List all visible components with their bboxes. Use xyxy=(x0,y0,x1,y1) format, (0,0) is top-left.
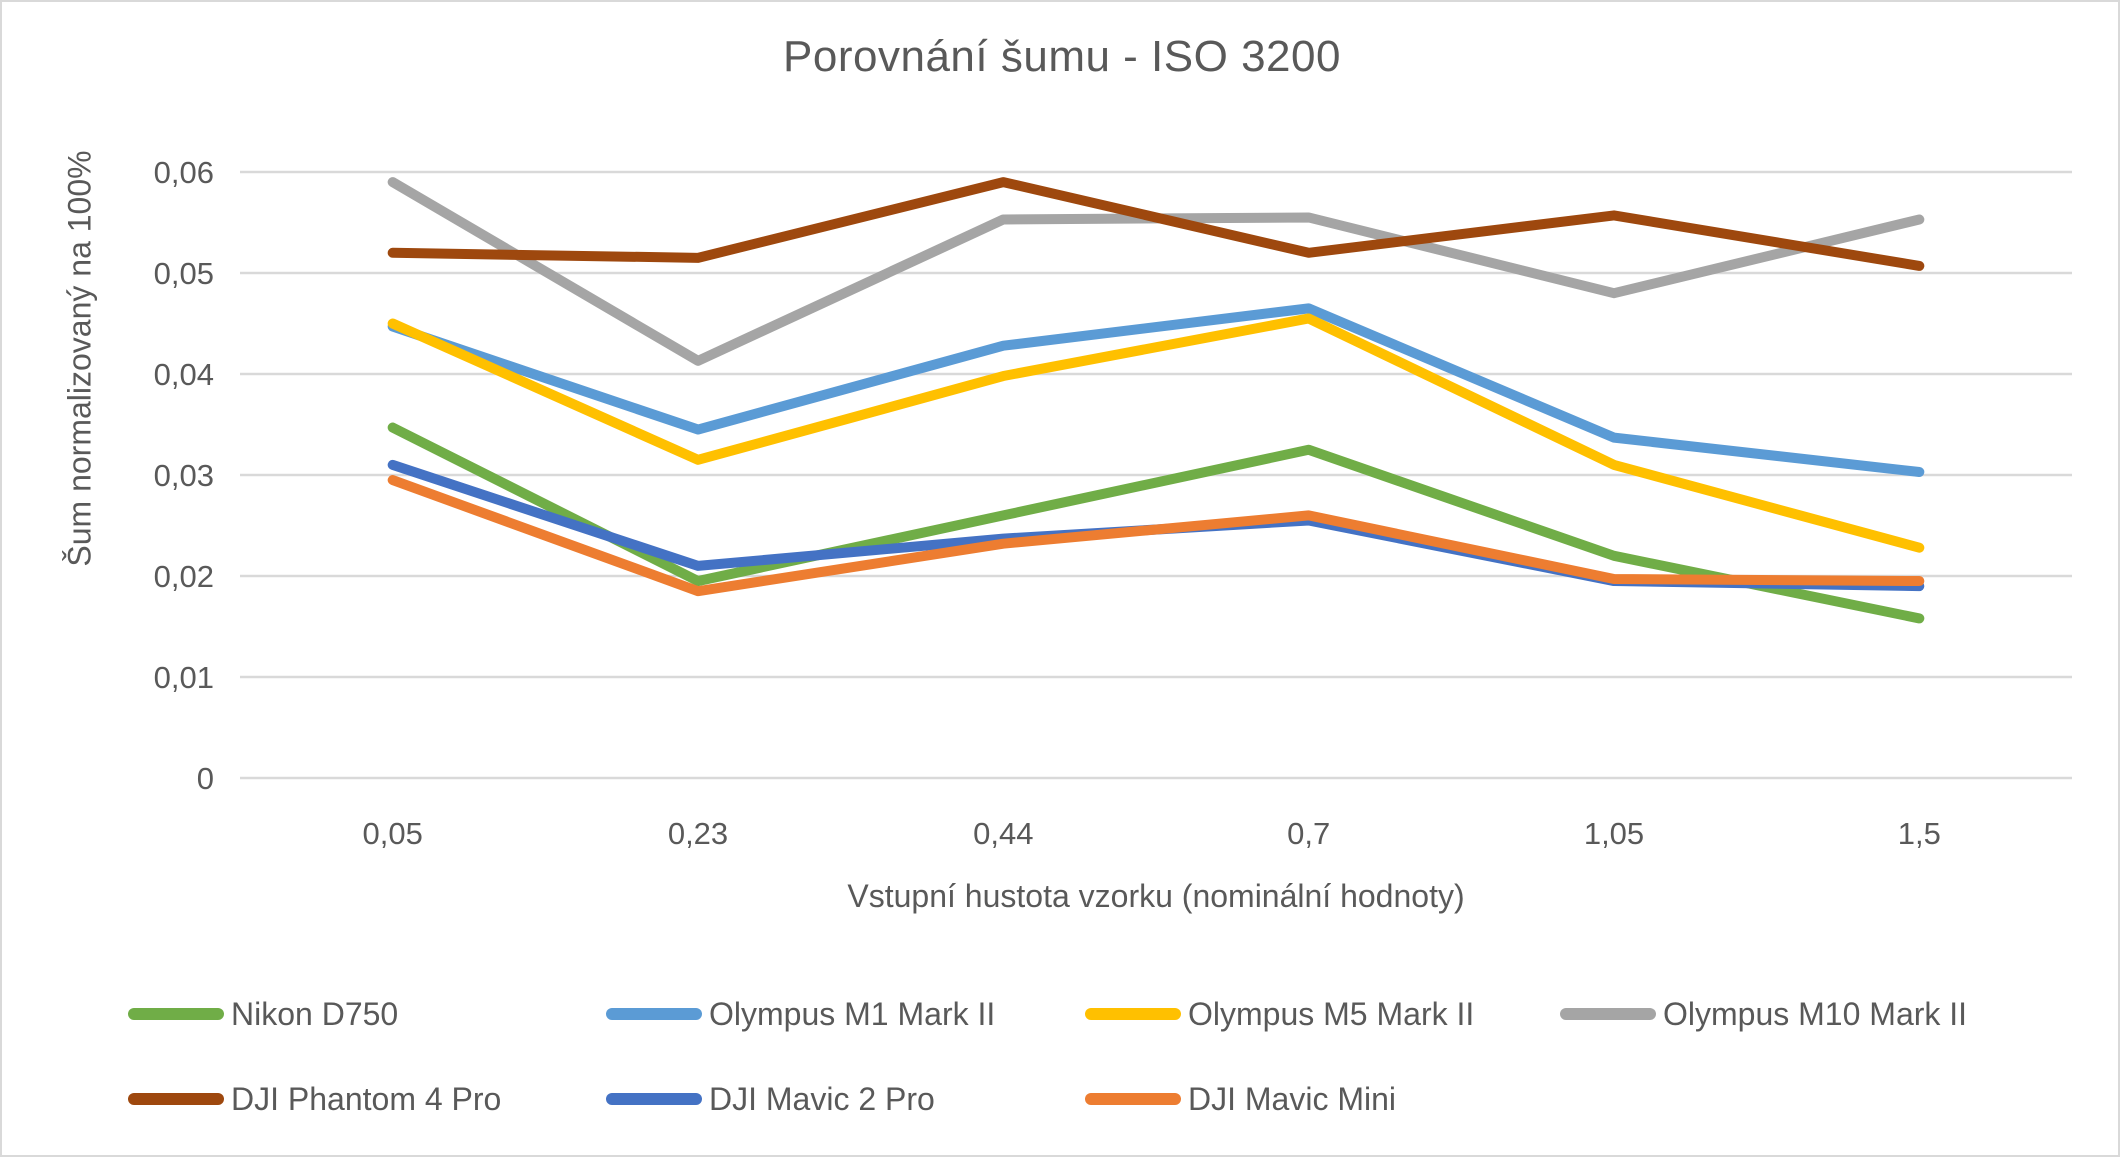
series-line xyxy=(387,475,1925,597)
x-tick-label: 1,5 xyxy=(1898,816,1941,851)
legend-swatch xyxy=(1085,1093,1181,1105)
legend-label: Olympus M1 Mark II xyxy=(709,995,996,1032)
legend-label: Olympus M10 Mark II xyxy=(1663,995,1968,1032)
legend-item: Olympus M1 Mark II xyxy=(606,992,995,1036)
legend-swatch xyxy=(1560,1008,1656,1020)
series-line xyxy=(387,177,1925,271)
legend-swatch xyxy=(606,1093,702,1105)
legend-item: Olympus M5 Mark II xyxy=(1085,992,1474,1036)
y-tick-label: 0,03 xyxy=(154,458,214,493)
legend-item: Olympus M10 Mark II xyxy=(1560,992,1967,1036)
legend-item: DJI Mavic Mini xyxy=(1085,1077,1396,1121)
legend-item: DJI Phantom 4 Pro xyxy=(128,1077,501,1121)
legend-label: DJI Mavic 2 Pro xyxy=(709,1080,935,1117)
chart-title: Porovnání šumu - ISO 3200 xyxy=(783,32,1341,81)
legend-label: DJI Phantom 4 Pro xyxy=(231,1080,502,1117)
y-tick-label: 0,06 xyxy=(154,155,214,190)
x-tick-label: 0,23 xyxy=(668,816,728,851)
series-line xyxy=(387,422,1925,624)
x-tick-label: 0,7 xyxy=(1287,816,1330,851)
legend-label: DJI Mavic Mini xyxy=(1188,1080,1397,1117)
series-line xyxy=(387,303,1925,477)
legend-swatch xyxy=(128,1008,224,1020)
y-tick-label: 0 xyxy=(197,761,214,796)
legend-label: Nikon D750 xyxy=(231,995,399,1032)
plot-area: 0 0,01 0,02 0,03 0,04 0,05 0,06 0,05 0,23 0,44 0,7… xyxy=(154,155,2072,851)
x-tick-label: 0,44 xyxy=(973,816,1033,851)
legend-item: DJI Mavic 2 Pro xyxy=(606,1077,935,1121)
y-tick-label: 0,05 xyxy=(154,256,214,291)
x-tick-label: 1,05 xyxy=(1584,816,1644,851)
legend-swatch xyxy=(606,1008,702,1020)
series-line xyxy=(387,177,1925,366)
series-line xyxy=(387,313,1925,553)
y-tick-label: 0,02 xyxy=(154,559,214,594)
x-tick-label: 0,05 xyxy=(362,816,422,851)
y-tick-label: 0,04 xyxy=(154,357,214,392)
legend-item: Nikon D750 xyxy=(128,992,398,1036)
legend-label: Olympus M5 Mark II xyxy=(1188,995,1475,1032)
legend-swatch xyxy=(128,1093,224,1105)
x-axis-title: Vstupní hustota vzorku (nominální hodnot… xyxy=(847,878,1465,914)
y-tick-label: 0,01 xyxy=(154,660,214,695)
legend-swatch xyxy=(1085,1008,1181,1020)
